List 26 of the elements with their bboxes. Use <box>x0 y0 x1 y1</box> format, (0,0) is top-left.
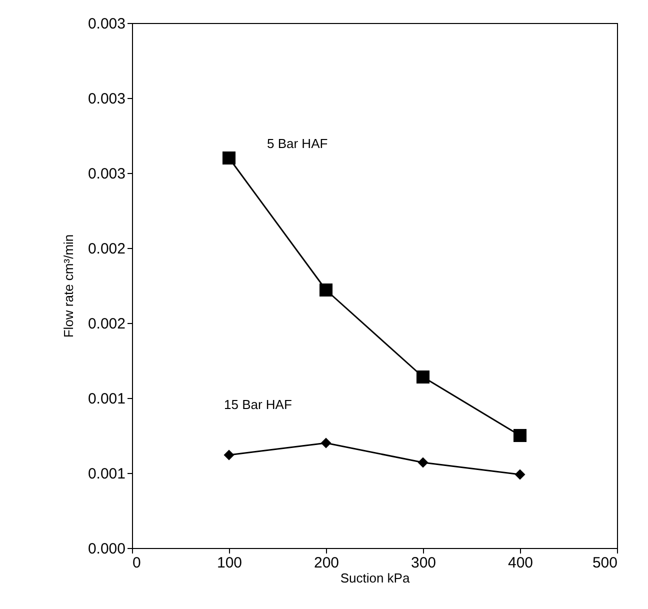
text: 5 Bar HAF <box>267 136 328 151</box>
point <box>222 151 236 165</box>
x-tick-label: 500 <box>592 554 618 572</box>
point <box>320 438 332 448</box>
y-tick-label: 0.001 <box>88 390 126 408</box>
point <box>319 283 333 297</box>
y-tick-label: 0.003 <box>88 90 126 108</box>
y-tick-label: 0.001 <box>88 466 126 482</box>
point <box>513 428 527 442</box>
point <box>416 370 430 384</box>
x-tick-label: 300 <box>410 554 436 572</box>
y-tick-label: 0.000 <box>88 540 126 558</box>
x-tick-label: 400 <box>508 554 534 572</box>
y-tick-label: 0.003 <box>88 166 126 182</box>
y-tick-label: 0.002 <box>88 316 126 332</box>
x-tick-label: 200 <box>314 554 340 572</box>
y-axis-title: Flow rate cm³/min <box>60 234 76 338</box>
point <box>418 457 428 468</box>
point <box>514 469 526 480</box>
point <box>224 450 234 460</box>
y-tick-label: 0.002 <box>88 240 126 258</box>
x-tick-label: 100 <box>216 554 242 572</box>
y-tick-label: 0.003 <box>88 16 126 32</box>
text: 15 Bar HAF <box>224 397 292 412</box>
x-axis-title: Suction kPa <box>340 570 410 586</box>
x-tick-label: 0 <box>132 554 141 572</box>
